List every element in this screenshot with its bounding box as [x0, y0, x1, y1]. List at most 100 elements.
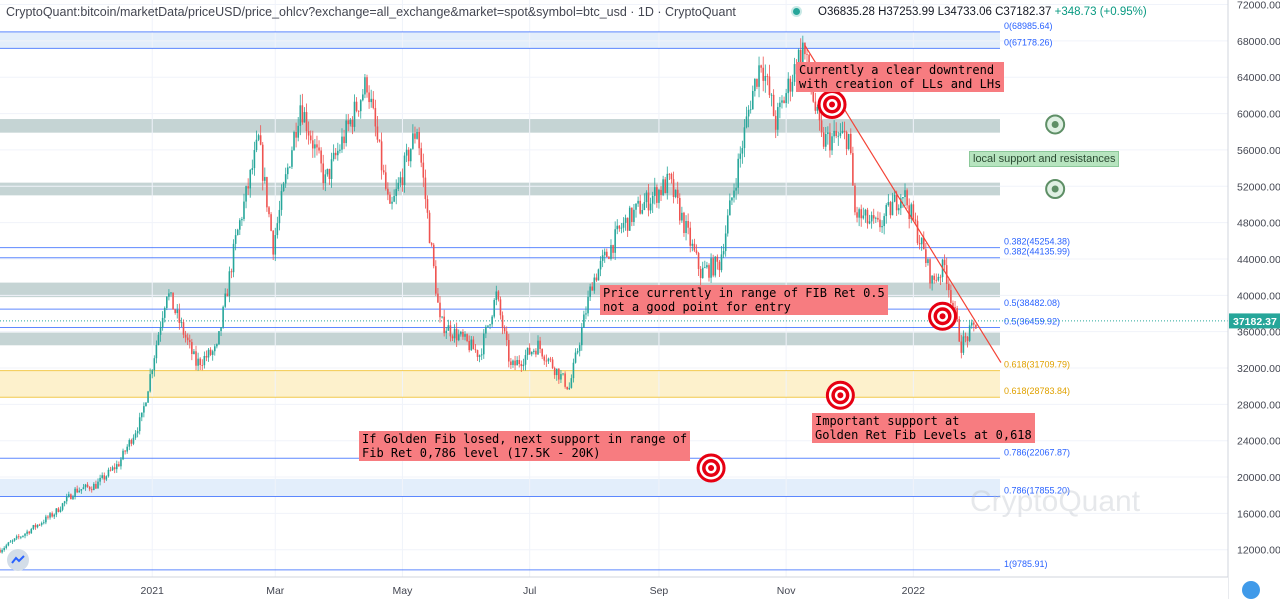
candle-body — [55, 508, 58, 515]
candle-body — [270, 214, 272, 231]
candle-body — [65, 496, 68, 502]
candle-body — [349, 119, 352, 125]
candle-body — [280, 191, 283, 210]
candle-body — [647, 192, 650, 211]
candle-body — [518, 359, 521, 364]
y-tick-label-5: 32000.00 — [1237, 363, 1280, 375]
candle-body — [745, 116, 748, 128]
candle-body — [464, 334, 466, 337]
candle-body — [159, 327, 162, 335]
candle-body — [120, 459, 122, 467]
candle-body — [735, 187, 737, 191]
candle-body — [818, 106, 821, 121]
candle-body — [282, 183, 285, 192]
candle-body — [645, 192, 648, 203]
candle-body — [676, 189, 679, 198]
candle-body — [82, 487, 85, 490]
candle-body — [172, 292, 174, 310]
tradingview-logo-icon[interactable] — [7, 549, 29, 571]
candle-body — [695, 250, 698, 254]
candle-body — [827, 132, 829, 134]
fib-level-layer: 0(68985.64) 0(67178.26) 0.382(45254.38)0.3… — [0, 21, 1228, 571]
candle-body — [651, 195, 654, 204]
annotation-golden-support[interactable]: Important support at Golden Ret Fib Leve… — [812, 413, 1035, 443]
candle-body — [628, 207, 631, 231]
watermark: CryptoQuant — [970, 485, 1141, 518]
candle-body — [562, 373, 564, 375]
candle-body — [293, 132, 295, 151]
candle-body — [70, 494, 72, 500]
candle-body — [777, 107, 779, 130]
candle-body — [49, 513, 51, 518]
settings-gear-icon[interactable] — [1242, 581, 1260, 599]
x-tick-label-1: Mar — [266, 585, 285, 597]
annotation-local-support[interactable]: local support and resistances — [969, 151, 1120, 167]
last-price-label: 37182.37 — [1233, 316, 1277, 328]
candle-body — [318, 147, 320, 151]
target-marker-core-2 — [837, 392, 844, 399]
annotation-golden-lost[interactable]: If Golden Fib losed, next support in ran… — [359, 431, 691, 461]
annotation-fib-range[interactable]: Price currently in range of FIB Ret 0.5 … — [600, 285, 888, 315]
candle-body — [968, 325, 971, 341]
candle-body — [236, 229, 239, 236]
candle-body — [264, 177, 266, 181]
candle-body — [395, 188, 398, 196]
candle-body — [947, 283, 950, 291]
candle-body — [316, 144, 318, 148]
candle-body — [195, 351, 197, 366]
candle-body — [950, 290, 952, 303]
candle-body — [170, 292, 172, 294]
candle-body — [489, 324, 491, 326]
candle-body — [88, 486, 91, 490]
candle-body — [9, 541, 12, 543]
candle-body — [875, 217, 877, 219]
annotation-downtrend[interactable]: Currently a clear downtrend with creatio… — [796, 62, 1005, 92]
candle-body — [326, 168, 329, 175]
candle-body — [157, 334, 160, 345]
candle-body — [843, 130, 846, 132]
candle-body — [883, 216, 885, 227]
candle-body — [545, 360, 548, 362]
candle-body — [576, 351, 579, 353]
candle-body — [311, 140, 314, 149]
candle-body — [337, 150, 339, 156]
candle-body — [99, 477, 101, 482]
candle-body — [966, 336, 969, 341]
candle-body — [904, 190, 906, 198]
candle-body — [186, 337, 189, 341]
candle-body — [243, 201, 245, 219]
y-tick-label-14: 68000.00 — [1237, 36, 1280, 48]
candle-body — [739, 153, 742, 159]
candle-body — [879, 219, 881, 228]
candle-body — [266, 177, 268, 208]
candle-body — [856, 212, 858, 218]
candle-body — [699, 268, 702, 278]
candle-body — [284, 174, 287, 184]
candle-body — [405, 149, 408, 156]
candle-body — [614, 229, 616, 253]
candle-body — [839, 132, 842, 136]
candle-body — [595, 277, 598, 281]
candle-body — [854, 185, 856, 213]
candle-body — [314, 144, 316, 149]
candle-body — [409, 148, 412, 162]
candle-body — [234, 235, 237, 244]
candle-body — [660, 189, 662, 195]
candle-body — [558, 368, 560, 380]
candle-body — [140, 412, 143, 418]
fib-label-0: 0(68985.64) — [1004, 21, 1053, 31]
candle-body — [232, 243, 235, 273]
candle-body — [806, 54, 808, 55]
candle-body — [118, 464, 120, 467]
candle-body — [97, 481, 99, 489]
candle-body — [524, 355, 527, 365]
candle-body — [191, 342, 193, 355]
candle-body — [570, 378, 573, 388]
candle-body — [299, 105, 302, 126]
candle-body — [952, 302, 954, 308]
candle-body — [933, 275, 936, 280]
candle-body — [207, 349, 210, 358]
y-tick-label-0: 12000.00 — [1237, 545, 1280, 557]
candle-body — [772, 94, 775, 116]
